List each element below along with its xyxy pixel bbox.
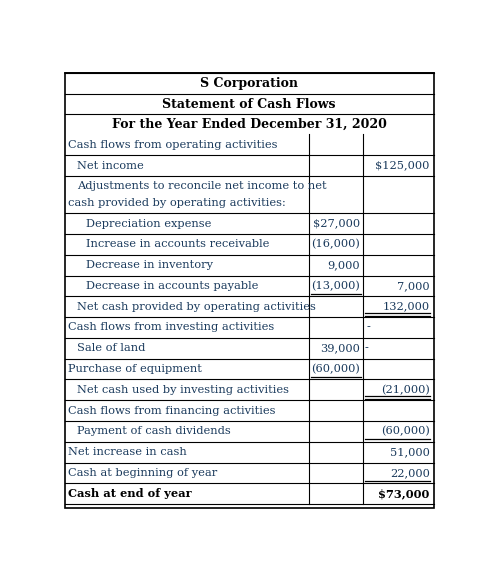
Text: Sale of land: Sale of land [77, 343, 145, 353]
Text: 39,000: 39,000 [320, 343, 360, 353]
Text: -: - [366, 323, 370, 332]
Text: Net cash provided by operating activities: Net cash provided by operating activitie… [77, 302, 316, 312]
Text: S Corporation: S Corporation [200, 77, 298, 90]
Text: (60,000): (60,000) [311, 364, 360, 374]
Text: Net increase in cash: Net increase in cash [68, 447, 187, 457]
Text: Cash at beginning of year: Cash at beginning of year [68, 468, 217, 478]
Text: $73,000: $73,000 [378, 488, 430, 499]
Text: 22,000: 22,000 [390, 468, 430, 478]
Text: Statement of Cash Flows: Statement of Cash Flows [162, 98, 336, 111]
Text: 9,000: 9,000 [327, 260, 360, 270]
Text: 51,000: 51,000 [390, 447, 430, 457]
Text: $125,000: $125,000 [375, 160, 430, 171]
Text: cash provided by operating activities:: cash provided by operating activities: [68, 198, 285, 208]
Text: Payment of cash dividends: Payment of cash dividends [77, 426, 231, 436]
Text: $27,000: $27,000 [313, 218, 360, 229]
Text: For the Year Ended December 31, 2020: For the Year Ended December 31, 2020 [112, 118, 386, 131]
Text: (21,000): (21,000) [381, 385, 430, 395]
Text: 132,000: 132,000 [382, 302, 430, 312]
Text: Net cash used by investing activities: Net cash used by investing activities [77, 385, 289, 395]
Text: Cash at end of year: Cash at end of year [68, 488, 191, 499]
Text: Net income: Net income [77, 160, 144, 171]
Text: 7,000: 7,000 [397, 281, 430, 291]
Text: (13,000): (13,000) [311, 281, 360, 291]
Text: (60,000): (60,000) [381, 426, 430, 436]
Text: Cash flows from financing activities: Cash flows from financing activities [68, 405, 275, 416]
Text: Purchase of equipment: Purchase of equipment [68, 364, 202, 374]
Text: Cash flows from investing activities: Cash flows from investing activities [68, 323, 274, 332]
Text: Adjustments to reconcile net income to net: Adjustments to reconcile net income to n… [77, 182, 327, 191]
Text: -: - [364, 343, 368, 353]
Text: (16,000): (16,000) [311, 239, 360, 250]
Text: Cash flows from operating activities: Cash flows from operating activities [68, 140, 277, 150]
Text: Decrease in inventory: Decrease in inventory [87, 260, 213, 270]
Text: Decrease in accounts payable: Decrease in accounts payable [87, 281, 259, 291]
Text: Increase in accounts receivable: Increase in accounts receivable [87, 239, 270, 250]
Text: Depreciation expense: Depreciation expense [87, 218, 212, 229]
